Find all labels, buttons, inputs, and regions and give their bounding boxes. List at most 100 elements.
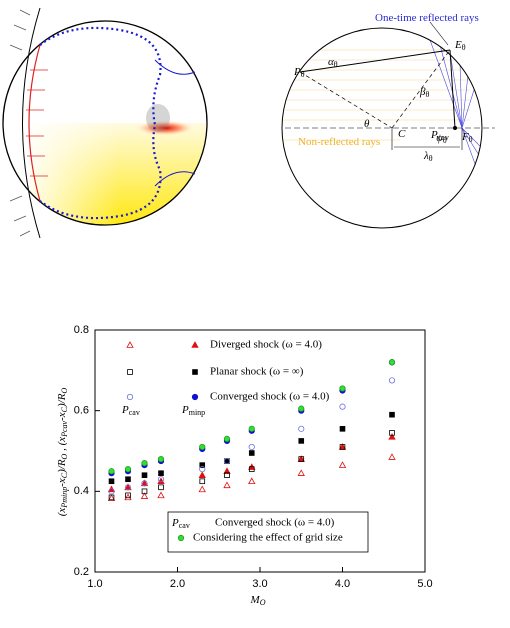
diagram-label-sub: θ xyxy=(469,135,473,144)
data-point xyxy=(297,469,305,476)
diagram-label: Fθ xyxy=(461,131,473,144)
legend-label: Converged shock (ω = 4.0) xyxy=(210,391,330,403)
legend-box xyxy=(167,511,369,553)
diagram-label-main: P xyxy=(293,66,301,78)
legend-label: Pcav xyxy=(171,517,190,530)
diagram-label: Pcav xyxy=(430,129,449,142)
data-point xyxy=(389,411,395,418)
data-point xyxy=(199,462,206,468)
x-axis-label: MO xyxy=(250,594,266,607)
y-axis-label-sub: C xyxy=(60,406,69,412)
legend-column-label: Pcav xyxy=(121,404,140,417)
diagram-label-sub: θ xyxy=(462,43,466,52)
y-axis-label-sub: C xyxy=(60,472,69,478)
diagram-label-main: Non-reflected rays xyxy=(298,136,380,148)
diagram-label-sub: θ xyxy=(443,136,447,145)
diagram-label: Pθ xyxy=(293,66,305,79)
x-tick-label: 4.0 xyxy=(335,578,350,590)
data-point xyxy=(298,438,305,444)
x-axis-label-sub: O xyxy=(260,598,266,607)
data-point xyxy=(339,426,346,432)
data-point xyxy=(338,461,347,468)
data-point xyxy=(124,493,132,501)
legend-label-main: P xyxy=(171,517,179,529)
legend-label: Converged shock (ω = 4.0) xyxy=(215,517,335,529)
data-point xyxy=(339,403,346,410)
data-point xyxy=(248,477,256,485)
data-point xyxy=(388,359,396,366)
y-axis-label-text: (x xyxy=(56,508,68,517)
data-point xyxy=(124,484,132,491)
y-tick-label: 0.2 xyxy=(74,566,89,578)
data-point xyxy=(248,466,255,472)
data-point xyxy=(223,481,231,489)
data-point xyxy=(224,472,230,478)
diagram-label: One-time reflected rays xyxy=(375,12,479,24)
shock-diagram xyxy=(2,7,208,239)
diagram-label-sub: θ xyxy=(334,60,338,69)
data-point xyxy=(248,425,255,432)
data-point xyxy=(107,494,116,501)
legend-marker xyxy=(127,369,133,375)
data-point xyxy=(158,484,164,491)
y-axis-label-text: -x xyxy=(56,478,68,487)
y-tick-label: 0.8 xyxy=(74,324,89,336)
data-point xyxy=(339,444,346,450)
data-point xyxy=(199,443,206,451)
x-axis-label-text: M xyxy=(250,594,261,606)
data-point xyxy=(198,471,206,479)
x-tick-label: 1.0 xyxy=(87,578,102,590)
y-axis-label-text: )/R xyxy=(56,393,68,408)
diagram-label: βθ xyxy=(419,86,429,99)
diagram-label-sub: θ xyxy=(429,154,433,163)
legend-column-label-sub: minp xyxy=(189,408,205,417)
data-point xyxy=(388,453,396,460)
data-point xyxy=(157,476,165,483)
legend-column-label-sub: cav xyxy=(129,408,140,417)
y-axis-label-sub: O xyxy=(60,388,69,394)
data-point xyxy=(108,488,115,495)
data-point xyxy=(125,476,131,483)
diagram-label-main: C xyxy=(398,128,406,140)
x-tick-label: 2.0 xyxy=(170,578,185,590)
diagram-label: αθ xyxy=(328,56,338,69)
diagram-label-main: One-time reflected rays xyxy=(375,12,479,24)
data-point xyxy=(108,494,115,501)
diagram-label: λθ xyxy=(423,150,433,163)
diagram-label: C xyxy=(398,128,406,140)
diagram-label-main: β xyxy=(419,86,426,98)
data-point xyxy=(298,456,305,462)
legend-label: Considering the effect of grid size xyxy=(193,532,343,544)
diagram-label-main: F xyxy=(461,131,469,143)
data-point xyxy=(298,425,305,432)
x-tick-label: 3.0 xyxy=(252,578,267,590)
legend-marker xyxy=(191,341,199,348)
x-tick-label: 5.0 xyxy=(417,578,432,590)
diagram-label-main: P xyxy=(430,129,438,141)
data-point xyxy=(108,478,115,485)
y-axis-label-text: )/R xyxy=(56,459,68,474)
y-axis-label: (xPminp-xC)/RO , (xPcav-xC)/RO xyxy=(56,388,69,517)
data-point xyxy=(141,459,148,467)
data-point xyxy=(223,467,231,474)
data-point xyxy=(157,455,165,463)
data-point xyxy=(108,468,115,475)
legend-marker xyxy=(126,393,134,401)
scatter-chart: 0.20.40.60.81.0 2.0 3.0 4.0 5.0MO(xPminp-xC)… xyxy=(56,324,433,607)
diagram-label: Eθ xyxy=(454,39,466,52)
legend-marker xyxy=(177,534,185,542)
ray-diagram xyxy=(281,21,495,229)
legend-column-label: Pminp xyxy=(181,404,205,417)
data-point xyxy=(223,435,231,442)
y-tick-label: 0.4 xyxy=(74,485,89,497)
data-point xyxy=(140,492,149,499)
data-point xyxy=(388,433,396,440)
y-tick-label: 0.6 xyxy=(74,405,89,417)
data-point xyxy=(389,430,395,436)
data-point xyxy=(339,385,346,392)
legend-column-label-main: P xyxy=(181,404,189,416)
legend-label: Planar shock (ω = ∞) xyxy=(210,366,304,378)
data-point xyxy=(124,466,132,473)
data-point xyxy=(223,457,231,465)
diagram-label: Non-reflected rays xyxy=(298,136,380,148)
